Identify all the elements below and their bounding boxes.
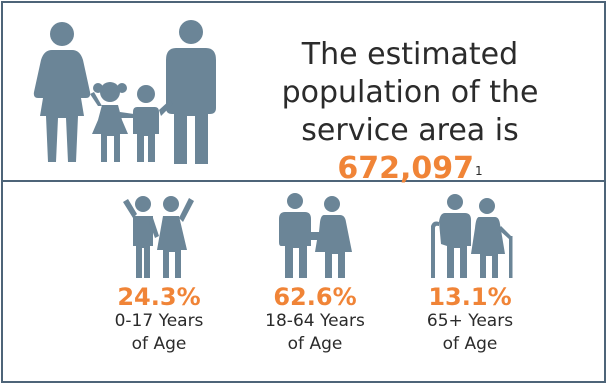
population-value: 672,097 bbox=[337, 151, 474, 186]
family-icon bbox=[33, 20, 216, 164]
seniors-icon bbox=[431, 194, 513, 278]
section-divider bbox=[1, 180, 606, 182]
age-group-18-64: 62.6% 18-64 Years of Age bbox=[240, 192, 390, 356]
percent-65-plus: 13.1% bbox=[428, 283, 512, 311]
label-18-64-line2: of Age bbox=[287, 334, 343, 354]
label-18-64-line1: 18-64 Years bbox=[265, 311, 365, 331]
adults-icon bbox=[279, 193, 352, 278]
headline-line-1: The estimated bbox=[301, 37, 519, 72]
headline-line-3: service area is 672,0971 bbox=[230, 112, 590, 188]
children-icon bbox=[123, 196, 194, 278]
label-0-17-line1: 0-17 Years bbox=[114, 311, 204, 331]
percent-0-17: 24.3% bbox=[117, 283, 201, 311]
population-headline: The estimated population of the service … bbox=[230, 36, 590, 188]
percent-18-64: 62.6% bbox=[273, 283, 357, 311]
label-65-plus-line2: of Age bbox=[442, 334, 498, 354]
headline-line-2: population of the bbox=[281, 75, 539, 110]
label-65-plus-line1: 65+ Years bbox=[426, 311, 514, 331]
label-0-17-line2: of Age bbox=[131, 334, 187, 354]
age-group-65-plus: 13.1% 65+ Years of Age bbox=[395, 192, 545, 356]
footnote-marker: 1 bbox=[475, 164, 483, 178]
headline-line-3-prefix: service area is bbox=[301, 113, 519, 148]
age-group-0-17: 24.3% 0-17 Years of Age bbox=[84, 192, 234, 356]
